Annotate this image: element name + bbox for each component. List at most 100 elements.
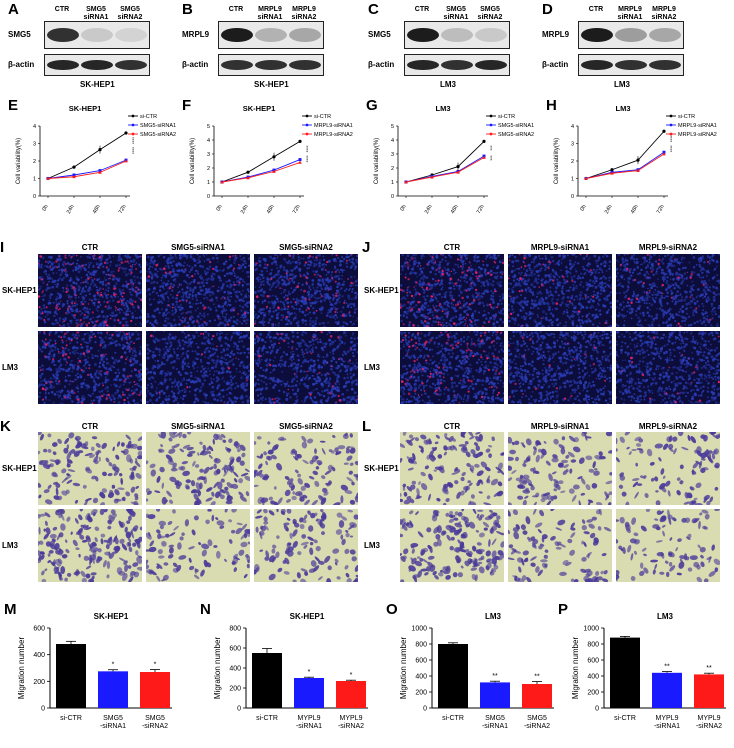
nucleus xyxy=(139,271,142,274)
nucleus xyxy=(353,308,356,311)
y-tick-label: 0 xyxy=(391,194,394,200)
band xyxy=(441,60,473,70)
nucleus xyxy=(242,385,246,388)
nucleus xyxy=(317,278,321,282)
nucleus xyxy=(223,380,226,383)
nucleus xyxy=(289,301,293,304)
nucleus xyxy=(280,383,283,386)
nucleus xyxy=(108,333,111,336)
edu-nucleus xyxy=(40,278,43,281)
row-label: LM3 xyxy=(2,362,18,372)
nucleus xyxy=(304,275,307,277)
nucleus xyxy=(151,256,155,259)
x-tick-label: 48h xyxy=(266,204,276,215)
nucleus xyxy=(402,303,406,307)
nucleus xyxy=(318,394,321,396)
lane-label: CTR xyxy=(228,6,244,13)
nucleus xyxy=(455,315,458,318)
nucleus xyxy=(181,298,185,302)
nucleus xyxy=(148,298,151,301)
nucleus xyxy=(458,288,461,290)
nucleus xyxy=(115,264,118,267)
nucleus xyxy=(38,311,39,313)
nucleus xyxy=(85,345,89,349)
nucleus xyxy=(325,284,328,287)
edu-nucleus xyxy=(297,254,299,255)
nucleus xyxy=(234,321,237,324)
nucleus xyxy=(210,298,214,302)
nucleus xyxy=(284,299,287,301)
nucleus xyxy=(345,334,347,337)
nucleus xyxy=(260,374,264,378)
nucleus xyxy=(283,258,286,261)
nucleus xyxy=(171,395,174,398)
nucleus xyxy=(39,312,43,315)
nucleus xyxy=(146,386,149,390)
edu-nucleus xyxy=(258,354,261,358)
nucleus xyxy=(301,400,303,402)
x-tick-label: 0h xyxy=(399,204,407,212)
nucleus xyxy=(161,308,164,311)
nucleus xyxy=(278,277,281,280)
nucleus xyxy=(112,299,115,302)
nucleus xyxy=(336,379,339,382)
nucleus xyxy=(151,403,154,404)
edu-nucleus xyxy=(310,352,313,355)
nucleus xyxy=(321,386,324,389)
nucleus xyxy=(160,381,163,384)
edu-nucleus xyxy=(45,382,48,384)
nucleus xyxy=(129,293,132,296)
nucleus xyxy=(319,296,322,299)
nucleus xyxy=(152,280,156,284)
legend-label: MRPL9-siRNA1 xyxy=(678,123,717,129)
edu-nucleus xyxy=(176,294,179,297)
nucleus xyxy=(338,370,342,373)
nucleus xyxy=(69,374,71,377)
nucleus xyxy=(354,379,357,381)
nucleus xyxy=(105,296,109,300)
nucleus xyxy=(269,371,272,374)
nucleus xyxy=(265,347,268,350)
nucleus xyxy=(219,269,222,272)
nucleus xyxy=(276,279,280,283)
nucleus xyxy=(174,308,178,311)
nucleus xyxy=(162,391,166,395)
nucleus xyxy=(126,300,129,303)
nucleus xyxy=(62,276,65,279)
nucleus xyxy=(232,315,235,318)
nucleus xyxy=(356,380,358,382)
nucleus xyxy=(76,259,79,262)
nucleus xyxy=(240,309,243,312)
nucleus xyxy=(275,313,279,317)
nucleus xyxy=(171,289,174,292)
nucleus xyxy=(183,318,187,321)
nucleus xyxy=(340,287,343,290)
nucleus xyxy=(48,276,52,280)
nucleus xyxy=(254,338,256,342)
nucleus xyxy=(43,379,46,382)
lane-label: SMG5 siRNA2 xyxy=(477,6,503,21)
nucleus xyxy=(404,297,407,300)
edu-nucleus xyxy=(183,325,186,327)
nucleus xyxy=(265,368,268,371)
nucleus xyxy=(351,288,354,291)
edu-nucleus xyxy=(129,346,131,348)
nucleus xyxy=(102,270,106,274)
nucleus xyxy=(307,293,311,297)
nucleus xyxy=(343,342,346,345)
nucleus xyxy=(257,399,260,402)
edu-nucleus xyxy=(130,347,133,350)
nucleus xyxy=(60,390,63,394)
nucleus xyxy=(459,313,462,317)
edu-nucleus xyxy=(65,290,68,293)
nucleus xyxy=(55,301,58,303)
nucleus xyxy=(356,284,358,287)
nucleus xyxy=(48,399,51,401)
nucleus xyxy=(425,276,429,279)
x-tick-label: 0h xyxy=(215,204,223,212)
nucleus xyxy=(229,303,232,307)
nucleus xyxy=(350,387,354,391)
nucleus xyxy=(211,353,215,357)
nucleus xyxy=(174,398,178,402)
